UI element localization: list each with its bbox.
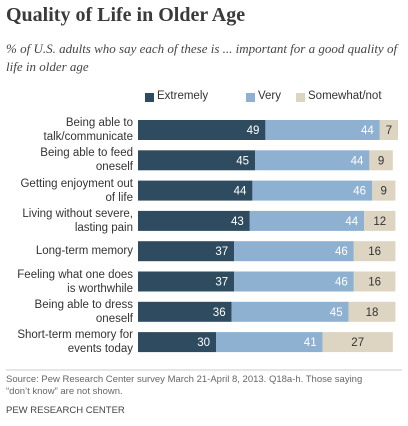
value-label: 41 — [304, 337, 317, 349]
value-label: 37 — [215, 277, 228, 289]
source-note: Source: Pew Research Center survey March… — [6, 374, 363, 397]
value-label: 43 — [231, 216, 244, 228]
value-label: 18 — [366, 307, 379, 319]
category-label: Feeling what one does is worthwhile — [17, 268, 133, 295]
bar-segment — [234, 271, 354, 292]
legend-label: Somewhat/not — [308, 90, 382, 102]
value-label: 44 — [351, 155, 364, 167]
credit: PEW RESEARCH CENTER — [6, 405, 125, 416]
value-label: 45 — [330, 307, 343, 319]
category-label: Short-term memory for events today — [17, 329, 133, 356]
value-label: 46 — [335, 277, 348, 289]
value-label: 30 — [197, 337, 210, 349]
bar-segment — [379, 120, 398, 140]
value-label: 9 — [380, 186, 386, 198]
bar-segment — [252, 180, 372, 201]
bar-segment — [322, 332, 393, 353]
bar-segment — [138, 180, 253, 201]
value-label: 12 — [373, 216, 386, 228]
category-label: Being able to talk/communicate — [43, 117, 133, 143]
value-label: 46 — [353, 186, 366, 198]
category-label: Being able to dress oneself — [34, 298, 133, 325]
bar-segment — [231, 301, 349, 322]
legend-label: Very — [258, 90, 282, 102]
bar-segment — [353, 241, 396, 262]
legend-swatch — [246, 93, 255, 102]
value-label: 46 — [335, 246, 348, 258]
bar-segment — [372, 180, 396, 201]
value-label: 36 — [213, 307, 226, 319]
value-label: 37 — [215, 246, 228, 258]
bar-segment — [369, 150, 393, 171]
value-label: 45 — [236, 155, 249, 167]
chart-title: Quality of Life in Older Age — [6, 4, 246, 26]
bar-segment — [138, 210, 250, 231]
bar-segment — [249, 210, 365, 231]
value-label: 7 — [386, 125, 392, 137]
value-label: 44 — [234, 186, 247, 198]
bar-segment — [138, 241, 235, 262]
bar-segment — [216, 332, 323, 353]
value-label: 27 — [351, 337, 364, 349]
category-label: Long-term memory — [35, 245, 133, 258]
category-label: Living without severe, lasting pain — [22, 207, 133, 234]
bar-segment — [255, 150, 370, 171]
bar-segment — [348, 301, 396, 322]
bar-segment — [265, 120, 380, 140]
bar-segment — [353, 271, 396, 292]
value-label: 44 — [361, 125, 374, 137]
bar-segment — [234, 241, 354, 262]
bar-segment — [138, 271, 235, 292]
value-label: 44 — [345, 216, 358, 228]
legend-swatch — [296, 93, 305, 102]
bar-segment — [138, 332, 216, 353]
bar-segment — [364, 210, 396, 231]
category-label: Getting enjoyment out of life — [20, 177, 133, 204]
value-label: 16 — [368, 277, 381, 289]
value-label: 9 — [378, 155, 384, 167]
bar-segment — [138, 301, 232, 322]
bar-segment — [138, 120, 266, 140]
value-label: 49 — [247, 125, 260, 137]
bar-segment — [138, 150, 255, 171]
category-label: Being able to feed oneself — [40, 147, 133, 174]
legend-label: Extremely — [157, 90, 209, 102]
legend-swatch — [145, 93, 154, 102]
chart-subtitle: % of U.S. adults who say each of these i… — [6, 41, 398, 74]
value-label: 16 — [368, 246, 381, 258]
